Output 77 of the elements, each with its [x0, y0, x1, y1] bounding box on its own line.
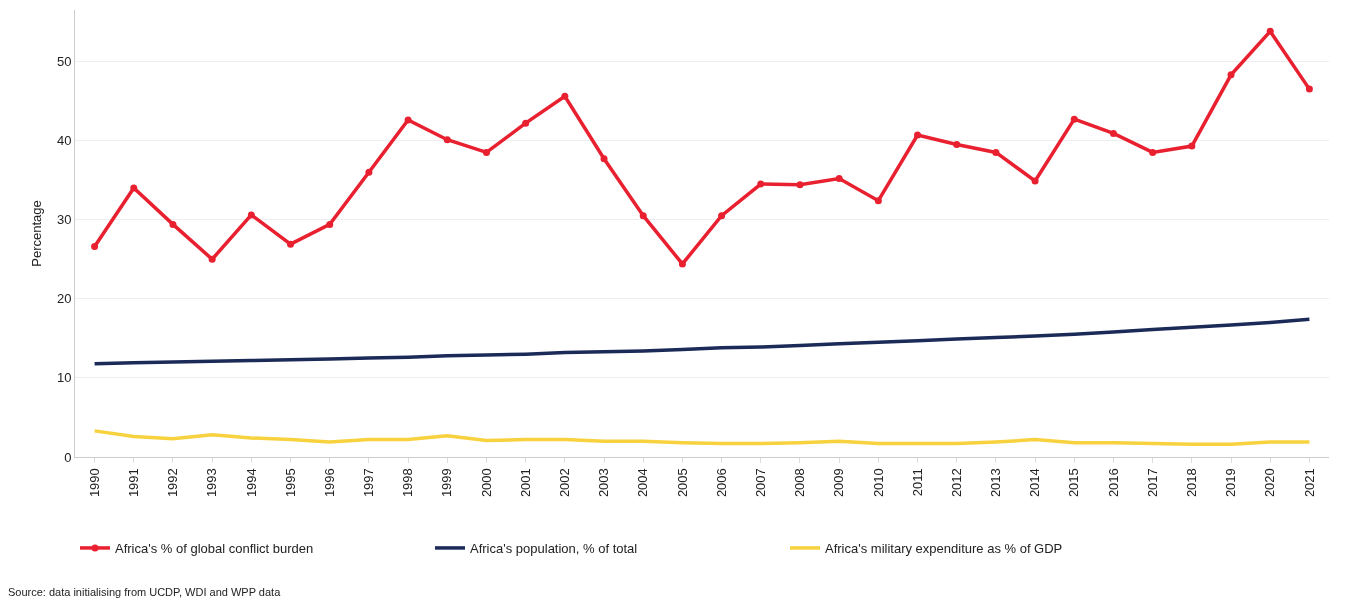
x-tick-label: 2015	[1066, 468, 1082, 498]
x-tick-label: 1997	[361, 468, 377, 498]
x-tick-label: 2007	[753, 468, 769, 498]
point	[639, 212, 647, 220]
point	[1149, 148, 1157, 156]
point	[914, 131, 922, 139]
x-tick-label: 1994	[243, 468, 259, 498]
point	[522, 119, 530, 127]
point	[482, 148, 490, 156]
x-tick-label: 2010	[870, 468, 886, 498]
x-tick-label: 1996	[321, 468, 337, 498]
x-tick-label: 2016	[1105, 468, 1121, 498]
x-tick-label: 2012	[948, 468, 964, 498]
point	[835, 175, 843, 183]
point	[1305, 85, 1313, 93]
point	[1188, 142, 1196, 150]
x-tick-label: 2019	[1223, 468, 1239, 498]
point	[953, 141, 961, 148]
source-note: Source: data initialising from UCDP, WDI and WPP data	[8, 586, 282, 598]
x-tick-label: 2020	[1262, 468, 1278, 498]
x-tick-label: 2008	[792, 468, 808, 498]
point	[992, 148, 1000, 156]
point	[365, 168, 373, 176]
point	[757, 180, 765, 188]
legend-label: Africa's % of global conflict burden	[115, 541, 314, 557]
y-tick-label: 0	[64, 449, 72, 465]
point	[561, 92, 569, 100]
y-tick-label: 30	[56, 212, 72, 228]
y-tick-label: 10	[56, 370, 72, 386]
point	[91, 243, 99, 251]
x-tick-label: 1991	[126, 468, 142, 498]
x-tick-label: 1990	[86, 468, 102, 498]
point	[1109, 129, 1117, 137]
x-tick-label: 2005	[674, 468, 690, 498]
x-tick-label: 2009	[831, 468, 847, 498]
x-tick-label: 2001	[517, 468, 533, 498]
point	[1031, 177, 1039, 185]
y-tick-label: 20	[56, 291, 72, 307]
x-tick-label: 2004	[635, 468, 651, 498]
x-tick-label: 2006	[713, 468, 729, 498]
x-tick-label: 2002	[557, 468, 573, 498]
point	[678, 260, 686, 268]
x-tick-label: 2000	[478, 468, 494, 498]
point	[443, 136, 451, 144]
legend-label: Africa's military expenditure as % of GDP	[825, 541, 1063, 557]
point	[169, 220, 177, 228]
x-tick-label: 2018	[1184, 468, 1200, 498]
point	[326, 220, 334, 228]
point	[208, 255, 216, 263]
y-tick-label: 40	[56, 133, 72, 149]
y-axis-title: Percentage	[28, 200, 44, 267]
x-tick-label: 1999	[439, 468, 455, 498]
y-tick-label: 50	[56, 53, 72, 69]
point	[600, 155, 608, 163]
x-tick-label: 1998	[400, 468, 416, 498]
x-tick-label: 1993	[204, 468, 220, 498]
point	[796, 181, 804, 189]
point	[874, 197, 882, 205]
line-series	[92, 317, 1312, 366]
x-tick-label: 1995	[282, 468, 298, 498]
x-tick-label: 2011	[909, 468, 925, 497]
point	[130, 184, 138, 192]
point	[404, 116, 412, 124]
point	[247, 211, 255, 219]
point	[1266, 27, 1274, 35]
x-tick-label: 2003	[596, 468, 612, 498]
line-series	[92, 429, 1312, 447]
point	[1070, 115, 1078, 123]
x-tick-label: 2013	[988, 468, 1004, 498]
x-tick-label: 2021	[1301, 468, 1317, 498]
point	[718, 212, 726, 220]
x-tick-label: 1992	[165, 468, 181, 498]
x-tick-label: 2014	[1027, 468, 1043, 498]
x-tick-label: 2017	[1144, 468, 1160, 498]
point	[1227, 71, 1235, 79]
point	[287, 240, 295, 248]
legend-label: Africa's population, % of total	[470, 541, 638, 557]
